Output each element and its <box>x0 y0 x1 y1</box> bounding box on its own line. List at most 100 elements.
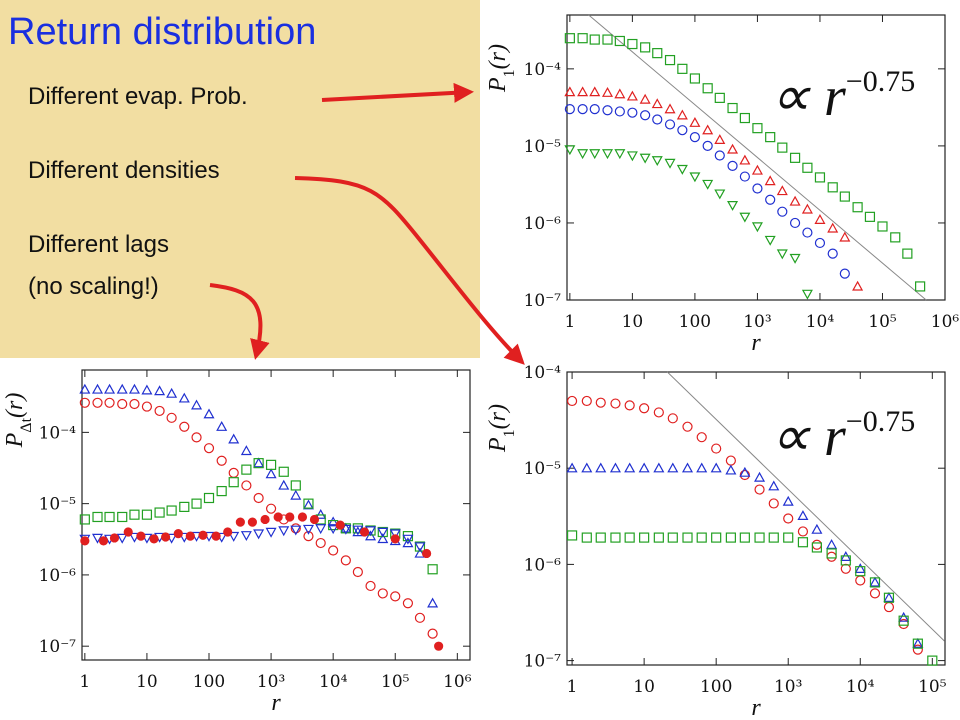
point <box>141 401 153 412</box>
y-tick-label: 10⁻⁴ <box>39 423 77 443</box>
point <box>827 222 839 233</box>
point <box>315 537 326 549</box>
point <box>290 523 301 534</box>
point <box>365 580 376 592</box>
point <box>667 413 678 424</box>
point <box>253 458 264 469</box>
point <box>883 592 895 602</box>
point <box>216 455 227 466</box>
point <box>104 511 115 523</box>
point <box>624 532 635 543</box>
point <box>852 202 863 213</box>
point <box>589 86 601 97</box>
point <box>273 512 283 522</box>
point <box>235 517 245 527</box>
point <box>154 405 165 417</box>
x-tick-label: 10⁴ <box>846 677 875 697</box>
point <box>725 532 736 543</box>
point <box>365 530 377 541</box>
x-tick-label: 100 <box>193 672 225 692</box>
point <box>653 532 664 543</box>
point <box>797 537 809 548</box>
point <box>290 480 301 491</box>
point <box>253 529 265 540</box>
note: Different densities <box>28 157 220 184</box>
y-tick-label: 10⁻⁶ <box>39 566 77 586</box>
point <box>128 383 140 394</box>
point <box>564 145 576 156</box>
point <box>566 395 578 407</box>
slide-title: Return distribution <box>8 11 316 53</box>
point <box>179 501 190 513</box>
point <box>768 480 780 491</box>
point <box>228 477 239 488</box>
point <box>390 591 401 602</box>
point <box>595 462 607 473</box>
point <box>104 383 116 394</box>
point <box>589 34 600 45</box>
point <box>627 107 638 118</box>
point <box>682 532 693 543</box>
point <box>247 517 257 527</box>
point <box>129 398 140 410</box>
point <box>216 485 227 497</box>
point <box>751 222 763 233</box>
point <box>577 149 589 160</box>
point <box>265 459 277 470</box>
point <box>402 534 414 545</box>
point <box>335 520 345 530</box>
y-tick-label: 10⁻⁵ <box>39 495 77 515</box>
point <box>667 462 679 473</box>
x-tick-label: 1 <box>79 672 90 692</box>
point <box>640 42 651 53</box>
y-tick-label: 10⁻⁶ <box>524 555 562 575</box>
point <box>149 534 159 544</box>
y-tick-label: 10⁻⁷ <box>524 291 562 311</box>
point <box>839 268 850 279</box>
point <box>727 102 738 114</box>
point <box>577 33 588 44</box>
point <box>639 403 650 414</box>
x-tick-label: 10⁶ <box>443 672 472 692</box>
point <box>203 408 215 419</box>
point <box>855 566 866 577</box>
point <box>696 432 707 443</box>
y-tick-label: 10⁻⁴ <box>524 60 562 80</box>
x-tick-label: 10 <box>136 672 158 692</box>
point <box>191 399 203 410</box>
point <box>610 398 621 409</box>
point <box>161 532 171 542</box>
point <box>839 191 850 202</box>
point <box>79 383 91 394</box>
point <box>203 443 215 454</box>
point <box>652 48 663 59</box>
point <box>414 612 426 623</box>
point <box>302 524 314 535</box>
point <box>414 542 426 553</box>
point <box>653 407 664 418</box>
point <box>198 530 208 540</box>
point <box>702 179 714 190</box>
point <box>864 211 876 222</box>
point <box>427 564 438 575</box>
point <box>240 445 252 456</box>
point <box>427 628 438 639</box>
y-tick-label: 10⁻⁵ <box>524 459 562 479</box>
point <box>676 109 688 120</box>
point <box>814 237 826 249</box>
point <box>811 542 822 553</box>
point <box>814 172 826 183</box>
point <box>689 132 701 143</box>
point <box>827 182 838 193</box>
x-axis-label: r <box>751 695 761 720</box>
point <box>754 471 766 482</box>
point <box>581 395 592 407</box>
point <box>327 524 339 535</box>
point <box>739 171 750 182</box>
point <box>141 384 153 395</box>
point <box>739 532 750 543</box>
y-axis-label-part: (r) <box>485 44 511 69</box>
point <box>651 156 663 167</box>
point <box>682 421 693 432</box>
